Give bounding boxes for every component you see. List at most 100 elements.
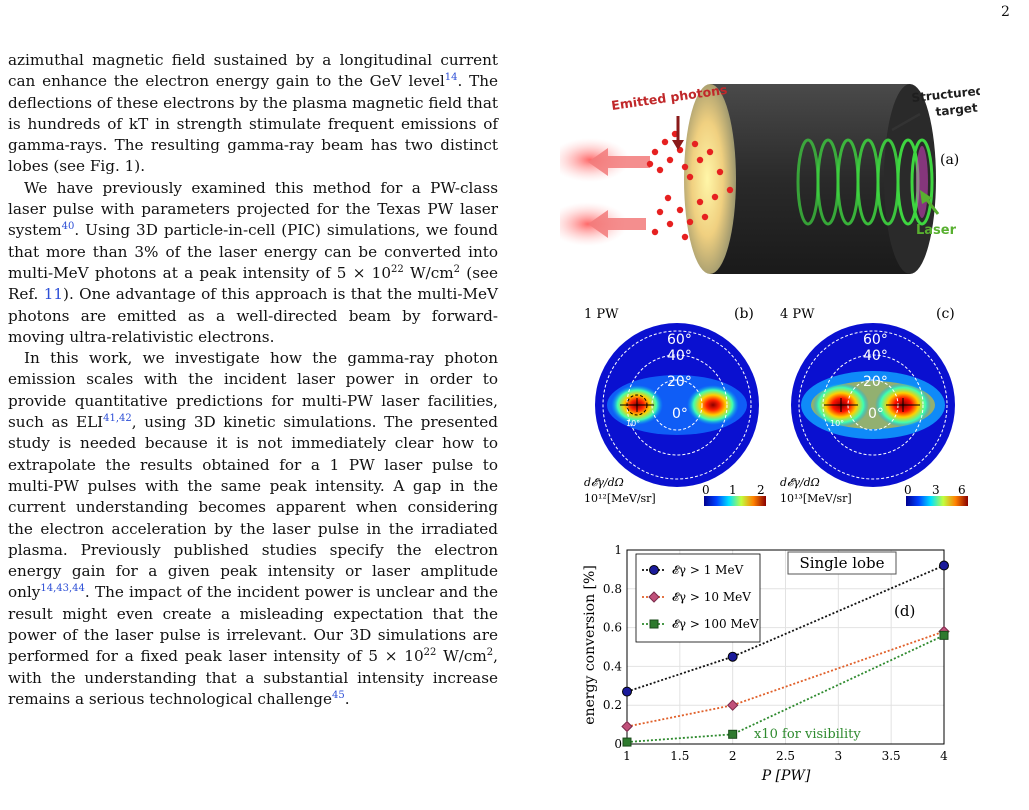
chart-series (621, 560, 950, 747)
c-axis-label: d𝓔γ/dΩ (780, 476, 820, 489)
ring-60: 60° (863, 332, 888, 348)
data-point (727, 651, 738, 662)
series-line (626, 564, 945, 693)
laser-label: Laser (916, 223, 957, 238)
arrow-head (672, 140, 684, 150)
text: , using 3D kinetic simulations. The pres… (8, 413, 498, 602)
x-tick-label: 1.5 (670, 749, 689, 763)
legend: 𝓔γ > 1 MeV 𝓔γ > 10 MeV 𝓔γ > 100 MeV (642, 563, 759, 631)
x-tick-label: 3 (835, 749, 843, 763)
target-arrow (891, 112, 921, 132)
plot-frame (626, 549, 945, 745)
citation[interactable]: 14 (444, 72, 458, 84)
b-tick: 1 (729, 483, 737, 497)
y-tick-label: 0.8 (603, 582, 622, 596)
c-tick: 0 (904, 483, 912, 497)
crosshair (886, 398, 920, 412)
data-point (622, 686, 632, 697)
crosshair (824, 398, 858, 412)
crosshair (620, 398, 654, 412)
hot-lobe-right (687, 385, 739, 425)
exponent: 2 (453, 263, 461, 275)
text: . The deflections of these electrons by … (8, 72, 498, 176)
legend-marker (648, 591, 660, 603)
legend-label: 𝓔γ > 10 MeV (672, 590, 751, 604)
figure-a-schematic: Emitted photons Structured target (a) La… (560, 82, 980, 274)
x-tick-label: 3.5 (882, 749, 901, 763)
photon-arrow-lower (588, 210, 646, 238)
text: . Using 3D particle-in-cell (PIC) simula… (8, 221, 498, 282)
y-tick-label: 0.4 (603, 659, 622, 673)
ring-20: 20° (863, 374, 888, 390)
panel-d-label: (d) (894, 602, 915, 620)
y-tick-label: 0 (614, 737, 622, 751)
legend-marker (649, 565, 659, 575)
data-point (726, 699, 739, 711)
x-tick-label: 2.5 (776, 749, 795, 763)
panel-c-power: 4 PW (780, 307, 815, 322)
text: ). One advantage of this approach is tha… (8, 285, 498, 346)
citation[interactable]: 41,42 (103, 412, 132, 424)
c-axis-unit: 10¹³[MeV/sr] (780, 492, 852, 505)
data-point (939, 630, 949, 640)
b-tick: 2 (757, 483, 765, 497)
figure-c-polar: 4 PW (c) 60° 40° 20° 0° 10° d𝓔γ/dΩ 10¹³[… (780, 306, 968, 506)
data-point (728, 729, 738, 739)
arrow-head (920, 190, 932, 204)
photon-dots (646, 130, 734, 241)
paragraph-3: In this work, we investigate how the gam… (8, 348, 498, 710)
exponent: 22 (423, 647, 437, 659)
body-text-column: azimuthal magnetic field sustained by a … (8, 50, 498, 710)
target-back-face (884, 84, 936, 274)
ring-40: 40° (863, 348, 888, 364)
panel-a-label: (a) (940, 152, 959, 168)
b-colorbar (704, 496, 766, 506)
text: In this work, we investigate how the gam… (8, 349, 498, 432)
y-axis-label: energy conversion [%] (582, 565, 598, 725)
y-tick-label: 0.6 (603, 621, 622, 635)
figure-d-chart: 1 1.5 2 2.5 3 3.5 4 0 0.2 0.4 0.6 0.8 1 energy conve… (582, 543, 950, 784)
target-front-face (684, 84, 736, 274)
text: azimuthal magnetic field sustained by a … (8, 51, 498, 91)
text: W/cm (436, 647, 487, 666)
ring-60: 60° (667, 332, 692, 348)
citation[interactable]: 45 (331, 689, 345, 701)
panel-b-label: (b) (734, 306, 754, 322)
text: . The impact of the incident power is un… (8, 583, 498, 666)
panel-b-power: 1 PW (584, 307, 619, 322)
b-axis-unit: 10¹²[MeV/sr] (584, 492, 656, 505)
y-tick-label: 1 (614, 543, 622, 557)
visibility-note: x10 for visibility (754, 727, 861, 742)
single-lobe-label: Single lobe (799, 554, 884, 572)
text: , with the understanding that a substant… (8, 647, 498, 708)
panel-c-label: (c) (936, 306, 955, 322)
data-point (621, 720, 633, 733)
ring-10: 10° (626, 419, 640, 428)
target-label: target (935, 101, 979, 119)
ring-0: 0° (868, 406, 884, 422)
paragraph-1: azimuthal magnetic field sustained by a … (8, 50, 498, 178)
legend-label: 𝓔γ > 1 MeV (672, 563, 744, 577)
citation[interactable]: 40 (61, 221, 75, 233)
c-colorbar (906, 496, 968, 506)
citation[interactable]: 14,43,44 (40, 583, 85, 595)
ring-0: 0° (672, 406, 688, 422)
text: W/cm (403, 263, 454, 282)
b-tick: 0 (702, 483, 710, 497)
c-tick: 6 (958, 483, 966, 497)
data-point (939, 560, 949, 571)
citation[interactable]: 11 (43, 285, 64, 304)
ring-20: 20° (667, 374, 692, 390)
ring-40: 40° (667, 348, 692, 364)
legend-label: 𝓔γ > 100 MeV (672, 617, 759, 631)
x-tick-label: 1 (623, 749, 631, 763)
laser-focus (916, 146, 928, 218)
single-lobe-box (787, 551, 897, 575)
exponent: 22 (391, 263, 404, 275)
paragraph-2: We have previously examined this method … (8, 178, 498, 348)
b-axis-label: d𝓔γ/dΩ (584, 476, 624, 489)
text: . (344, 689, 350, 708)
ring-10: 10° (830, 419, 844, 428)
x-tick-label: 4 (940, 749, 948, 763)
legend-marker (649, 619, 659, 629)
